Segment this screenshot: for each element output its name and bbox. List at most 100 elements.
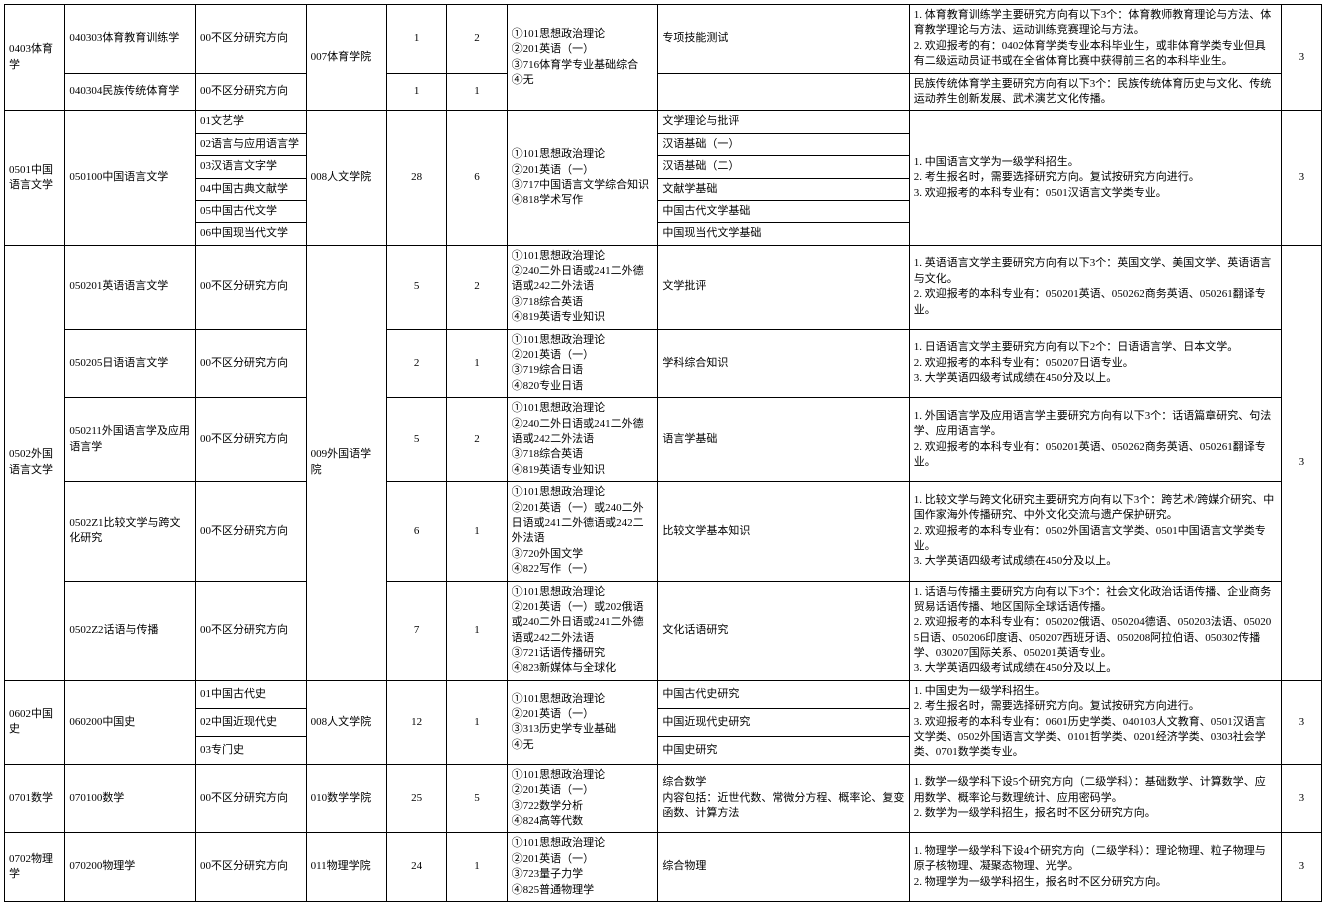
cell-c9: 1. 体育教育训练学主要研究方向有以下3个：体育教师教育理论与方法、体育教学理论… — [909, 5, 1281, 74]
cell-c2: 070100数学 — [65, 764, 196, 833]
cell-c10: 3 — [1281, 111, 1321, 245]
cell-c6: 2 — [447, 398, 507, 482]
cell-c6: 2 — [447, 245, 507, 329]
cell-c2: 050100中国语言文学 — [65, 111, 196, 245]
cell-c5: 2 — [387, 329, 447, 398]
cell-c3: 00不区分研究方向 — [196, 398, 307, 482]
cell-c7: ①101思想政治理论②201英语（一）③722数学分析④824高等代数 — [507, 764, 658, 833]
cell-c3: 06中国现当代文学 — [196, 223, 307, 245]
cell-c5: 24 — [387, 833, 447, 902]
cell-c8: 中国古代文学基础 — [658, 200, 909, 222]
cell-c3: 00不区分研究方向 — [196, 329, 307, 398]
cell-c2: 050211外国语言学及应用语言学 — [65, 398, 196, 482]
cell-c8: 文化话语研究 — [658, 581, 909, 680]
cell-c3: 00不区分研究方向 — [196, 581, 307, 680]
cell-c9: 1. 物理学一级学科下设4个研究方向（二级学科）：理论物理、粒子物理与原子核物理… — [909, 833, 1281, 902]
cell-c3: 01中国古代史 — [196, 680, 307, 708]
cell-c8: 文学批评 — [658, 245, 909, 329]
cell-c3: 05中国古代文学 — [196, 200, 307, 222]
cell-c9: 1. 话语与传播主要研究方向有以下3个：社会文化政治话语传播、企业商务贸易话语传… — [909, 581, 1281, 680]
cell-c7: ①101思想政治理论②201英语（一）③723量子力学④825普通物理学 — [507, 833, 658, 902]
cell-c10: 3 — [1281, 833, 1321, 902]
cell-c10: 3 — [1281, 245, 1321, 680]
cell-c3: 04中国古典文献学 — [196, 178, 307, 200]
cell-c1: 0702物理学 — [5, 833, 65, 902]
cell-c1: 0502外国语言文学 — [5, 245, 65, 680]
cell-c2: 050201英语语言文学 — [65, 245, 196, 329]
cell-c6: 1 — [447, 581, 507, 680]
cell-c5: 1 — [387, 5, 447, 74]
cell-c3: 02中国近现代史 — [196, 708, 307, 736]
cell-c5: 28 — [387, 111, 447, 245]
cell-c8: 中国近现代史研究 — [658, 708, 909, 736]
cell-c5: 5 — [387, 398, 447, 482]
cell-c8: 专项技能测试 — [658, 5, 909, 74]
cell-c4: 008人文学院 — [306, 111, 386, 245]
cell-c3: 01文艺学 — [196, 111, 307, 133]
cell-c6: 1 — [447, 73, 507, 111]
table-row: 0602中国史060200中国史01中国古代史008人文学院121①101思想政… — [5, 680, 1322, 708]
cell-c1: 0602中国史 — [5, 680, 65, 764]
table-row: 0502Z1比较文学与跨文化研究00不区分研究方向61①101思想政治理论②20… — [5, 482, 1322, 581]
cell-c6: 6 — [447, 111, 507, 245]
cell-c8: 比较文学基本知识 — [658, 482, 909, 581]
table-row: 050205日语语言文学00不区分研究方向21①101思想政治理论②201英语（… — [5, 329, 1322, 398]
cell-c6: 1 — [447, 329, 507, 398]
cell-c3: 00不区分研究方向 — [196, 5, 307, 74]
cell-c3: 00不区分研究方向 — [196, 245, 307, 329]
cell-c1: 0701数学 — [5, 764, 65, 833]
cell-c7: ①101思想政治理论②240二外日语或241二外德语或242二外法语③718综合… — [507, 245, 658, 329]
cell-c3: 00不区分研究方向 — [196, 482, 307, 581]
table-row: 0702物理学070200物理学00不区分研究方向011物理学院241①101思… — [5, 833, 1322, 902]
cell-c5: 7 — [387, 581, 447, 680]
cell-c9: 1. 中国语言文学为一级学科招生。2. 考生报名时，需要选择研究方向。复试按研究… — [909, 111, 1281, 245]
cell-c10: 3 — [1281, 680, 1321, 764]
cell-c4: 008人文学院 — [306, 680, 386, 764]
cell-c3: 00不区分研究方向 — [196, 73, 307, 111]
cell-c7: ①101思想政治理论②240二外日语或241二外德语或242二外法语③718综合… — [507, 398, 658, 482]
cell-c8: 语言学基础 — [658, 398, 909, 482]
cell-c8: 中国现当代文学基础 — [658, 223, 909, 245]
cell-c9: 1. 英语语言文学主要研究方向有以下3个：英国文学、美国文学、英语语言与文化。2… — [909, 245, 1281, 329]
cell-c8: 中国史研究 — [658, 736, 909, 764]
admissions-table: 0403体育学040303体育教育训练学00不区分研究方向007体育学院12①1… — [4, 4, 1322, 902]
cell-c1: 0501中国语言文学 — [5, 111, 65, 245]
cell-c4: 007体育学院 — [306, 5, 386, 111]
cell-c3: 03汉语言文字学 — [196, 156, 307, 178]
cell-c1: 0403体育学 — [5, 5, 65, 111]
cell-c5: 6 — [387, 482, 447, 581]
cell-c2: 0502Z2话语与传播 — [65, 581, 196, 680]
cell-c7: ①101思想政治理论②201英语（一）③716体育学专业基础综合④无 — [507, 5, 658, 111]
cell-c10: 3 — [1281, 5, 1321, 111]
cell-c2: 040303体育教育训练学 — [65, 5, 196, 74]
cell-c4: 010数学学院 — [306, 764, 386, 833]
cell-c2: 070200物理学 — [65, 833, 196, 902]
cell-c7: ①101思想政治理论②201英语（一）③313历史学专业基础④无 — [507, 680, 658, 764]
cell-c8: 文学理论与批评 — [658, 111, 909, 133]
cell-c8: 汉语基础（二） — [658, 156, 909, 178]
cell-c7: ①101思想政治理论②201英语（一）或240二外日语或241二外德语或242二… — [507, 482, 658, 581]
cell-c9: 1. 比较文学与跨文化研究主要研究方向有以下3个：跨艺术/跨媒介研究、中国作家海… — [909, 482, 1281, 581]
cell-c4: 009外国语学院 — [306, 245, 386, 680]
cell-c9: 1. 数学一级学科下设5个研究方向（二级学科）：基础数学、计算数学、应用数学、概… — [909, 764, 1281, 833]
cell-c2: 040304民族传统体育学 — [65, 73, 196, 111]
cell-c6: 1 — [447, 680, 507, 764]
cell-c9: 民族传统体育学主要研究方向有以下3个：民族传统体育历史与文化、传统运动养生创新发… — [909, 73, 1281, 111]
cell-c8: 汉语基础（一） — [658, 133, 909, 155]
cell-c6: 1 — [447, 482, 507, 581]
cell-c6: 1 — [447, 833, 507, 902]
table-row: 0403体育学040303体育教育训练学00不区分研究方向007体育学院12①1… — [5, 5, 1322, 74]
cell-c3: 00不区分研究方向 — [196, 764, 307, 833]
cell-c8: 综合数学内容包括：近世代数、常微分方程、概率论、复变函数、计算方法 — [658, 764, 909, 833]
cell-c5: 5 — [387, 245, 447, 329]
cell-c5: 12 — [387, 680, 447, 764]
cell-c10: 3 — [1281, 764, 1321, 833]
cell-c9: 1. 中国史为一级学科招生。2. 考生报名时，需要选择研究方向。复试按研究方向进… — [909, 680, 1281, 764]
cell-c3: 02语言与应用语言学 — [196, 133, 307, 155]
cell-c8: 综合物理 — [658, 833, 909, 902]
cell-c9: 1. 外国语言学及应用语言学主要研究方向有以下3个：话语篇章研究、句法学、应用语… — [909, 398, 1281, 482]
table-row: 040304民族传统体育学00不区分研究方向11民族传统体育学主要研究方向有以下… — [5, 73, 1322, 111]
cell-c3: 00不区分研究方向 — [196, 833, 307, 902]
table-row: 0502Z2话语与传播00不区分研究方向71①101思想政治理论②201英语（一… — [5, 581, 1322, 680]
cell-c9: 1. 日语语言文学主要研究方向有以下2个：日语语言学、日本文学。2. 欢迎报考的… — [909, 329, 1281, 398]
